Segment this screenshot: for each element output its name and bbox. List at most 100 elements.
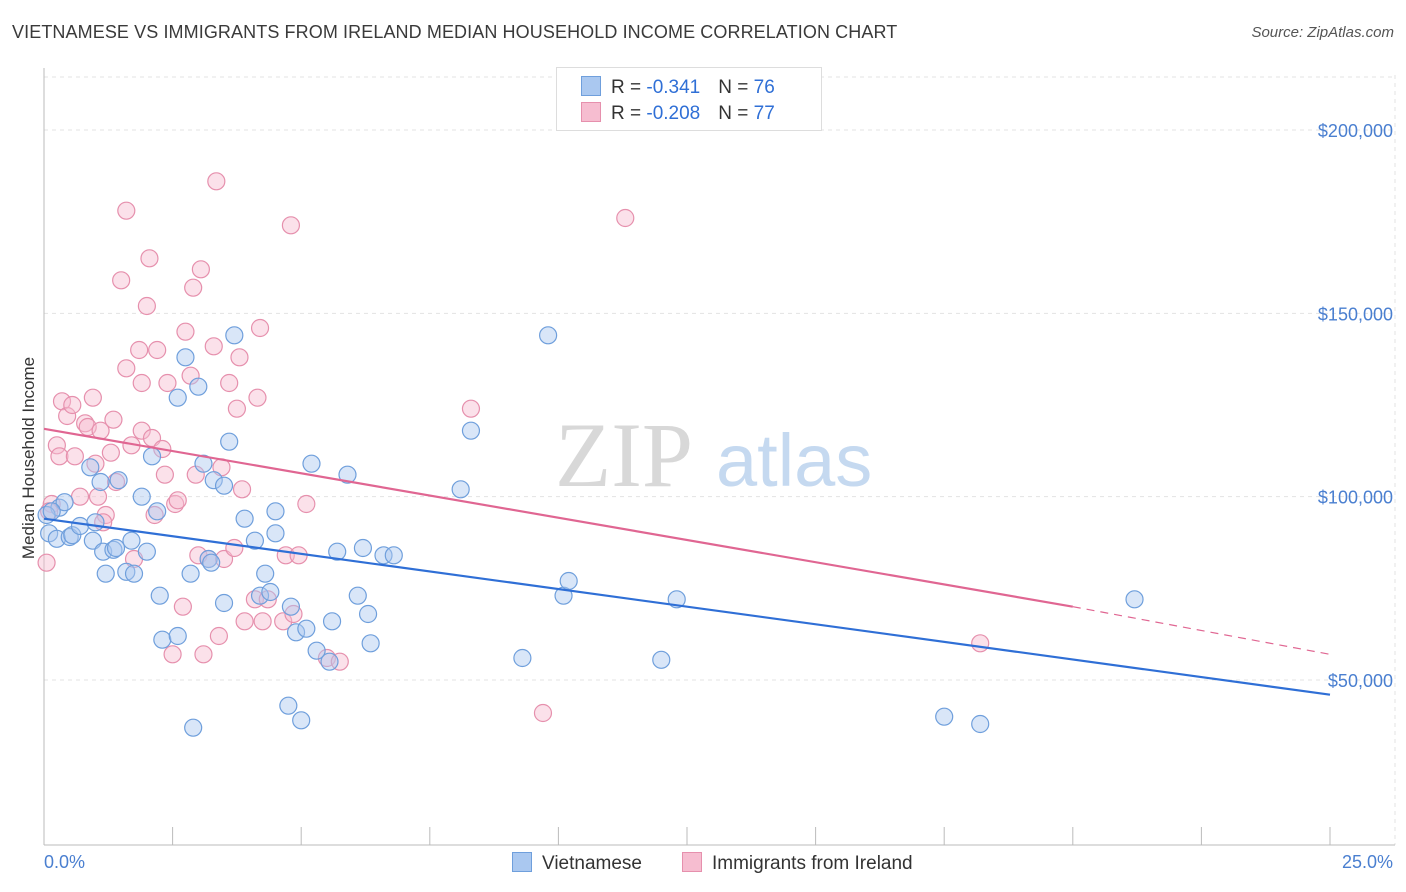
ireland-point — [616, 208, 635, 228]
y-tick-label: $100,000 — [1318, 488, 1393, 508]
n-label: N = — [718, 103, 754, 124]
ireland-point — [191, 260, 210, 279]
legend-label: Vietnamese — [542, 853, 642, 874]
n-value: 77 — [753, 103, 775, 124]
vietnamese-point — [104, 540, 123, 559]
ireland-point — [533, 703, 553, 723]
vietnamese-point — [322, 612, 342, 631]
ireland-point — [117, 201, 136, 220]
vietnamese-point — [513, 648, 532, 668]
x-tick-label-min: 0.0% — [44, 852, 85, 872]
x-tick-label-max: 25.0% — [1342, 852, 1393, 872]
ireland-points — [37, 172, 990, 723]
ireland-point — [297, 494, 316, 514]
vietnamese-point — [1125, 590, 1144, 609]
r-value: -0.208 — [646, 103, 701, 124]
vietnamese-point — [320, 652, 339, 671]
vietnamese-point — [106, 538, 126, 558]
ireland-point — [227, 399, 246, 418]
ireland-point — [158, 373, 177, 393]
vietnamese-swatch — [581, 76, 601, 96]
vietnamese-point — [361, 634, 380, 653]
legend-row-vietnamese: R = -0.341 N = 76 — [581, 76, 775, 100]
vietnamese-point — [652, 650, 671, 669]
vietnamese-point — [338, 465, 357, 484]
ireland-point — [47, 436, 66, 455]
vietnamese-point — [281, 597, 301, 616]
ireland-point — [248, 388, 267, 407]
ireland-trend-extension — [1072, 606, 1331, 655]
bottom-legend-ireland: Immigrants from Ireland — [682, 852, 913, 875]
ireland-point — [232, 480, 252, 499]
vietnamese-point — [109, 471, 128, 490]
vietnamese-point — [935, 707, 954, 726]
vietnamese-point — [302, 454, 321, 473]
ireland-trend-line — [43, 427, 1073, 608]
ireland-point — [148, 340, 167, 360]
ireland-point — [117, 359, 136, 378]
vietnamese-point — [181, 564, 200, 583]
y-tick-label: $150,000 — [1318, 304, 1393, 324]
ireland-point — [88, 487, 108, 506]
ireland-point — [176, 322, 195, 341]
vietnamese-point — [153, 630, 172, 649]
n-value: 76 — [753, 77, 775, 98]
ireland-point — [104, 410, 123, 429]
vietnamese-point — [348, 586, 367, 605]
vietnamese-point — [202, 553, 221, 572]
ireland-point — [204, 337, 223, 356]
vietnamese-point — [539, 326, 558, 345]
ireland-point — [281, 216, 301, 235]
vietnamese-points — [37, 326, 1144, 737]
ireland-point — [96, 505, 115, 525]
vietnamese-trend-line — [43, 517, 1331, 696]
vietnamese-point — [63, 526, 82, 545]
vietnamese-point — [124, 564, 144, 583]
r-label: R = — [611, 77, 647, 98]
ireland-point — [101, 443, 120, 462]
vietnamese-point — [214, 476, 234, 495]
vietnamese-point — [96, 564, 115, 583]
vietnamese-point — [235, 509, 254, 528]
ireland-point — [220, 373, 239, 393]
ireland-swatch — [682, 852, 702, 872]
ireland-point — [284, 604, 303, 624]
ireland-point — [65, 447, 84, 466]
y-tick-label: $200,000 — [1318, 121, 1393, 141]
vietnamese-point — [137, 542, 156, 561]
ireland-point — [173, 597, 192, 616]
ireland-swatch — [581, 102, 601, 122]
vietnamese-point — [214, 593, 234, 613]
legend-label: Immigrants from Ireland — [712, 853, 913, 874]
vietnamese-point — [86, 513, 105, 532]
vietnamese-point — [132, 487, 151, 506]
ireland-point — [130, 340, 149, 360]
bottom-legend-vietnamese: Vietnamese — [512, 852, 642, 875]
vietnamese-point — [142, 447, 162, 466]
vietnamese-point — [189, 377, 208, 396]
ireland-point — [230, 348, 249, 367]
ireland-point — [184, 278, 203, 297]
vietnamese-point — [261, 582, 280, 602]
ireland-point — [207, 172, 226, 191]
vietnamese-point — [250, 586, 270, 605]
vietnamese-point — [286, 623, 306, 642]
y-axis-title: Median Household Income — [19, 357, 38, 559]
vietnamese-point — [307, 641, 326, 660]
y-tick-labels: $50,000 $100,000 $150,000 $200,000 — [1318, 121, 1393, 691]
vietnamese-point — [148, 502, 167, 521]
correlation-legend: R = -0.341 N = 76 R = -0.208 N = 77 — [556, 67, 822, 131]
vietnamese-point — [91, 472, 110, 492]
vietnamese-point — [204, 471, 223, 490]
vietnamese-swatch — [512, 852, 532, 872]
ireland-point — [971, 634, 990, 653]
vietnamese-point — [81, 458, 100, 477]
ireland-point — [140, 249, 159, 268]
ireland-point — [168, 491, 187, 510]
vietnamese-point — [266, 502, 285, 521]
ireland-point — [50, 447, 69, 466]
ireland-point — [63, 395, 82, 415]
ireland-point — [137, 296, 156, 316]
ireland-point — [194, 645, 213, 664]
vietnamese-point — [353, 538, 373, 558]
